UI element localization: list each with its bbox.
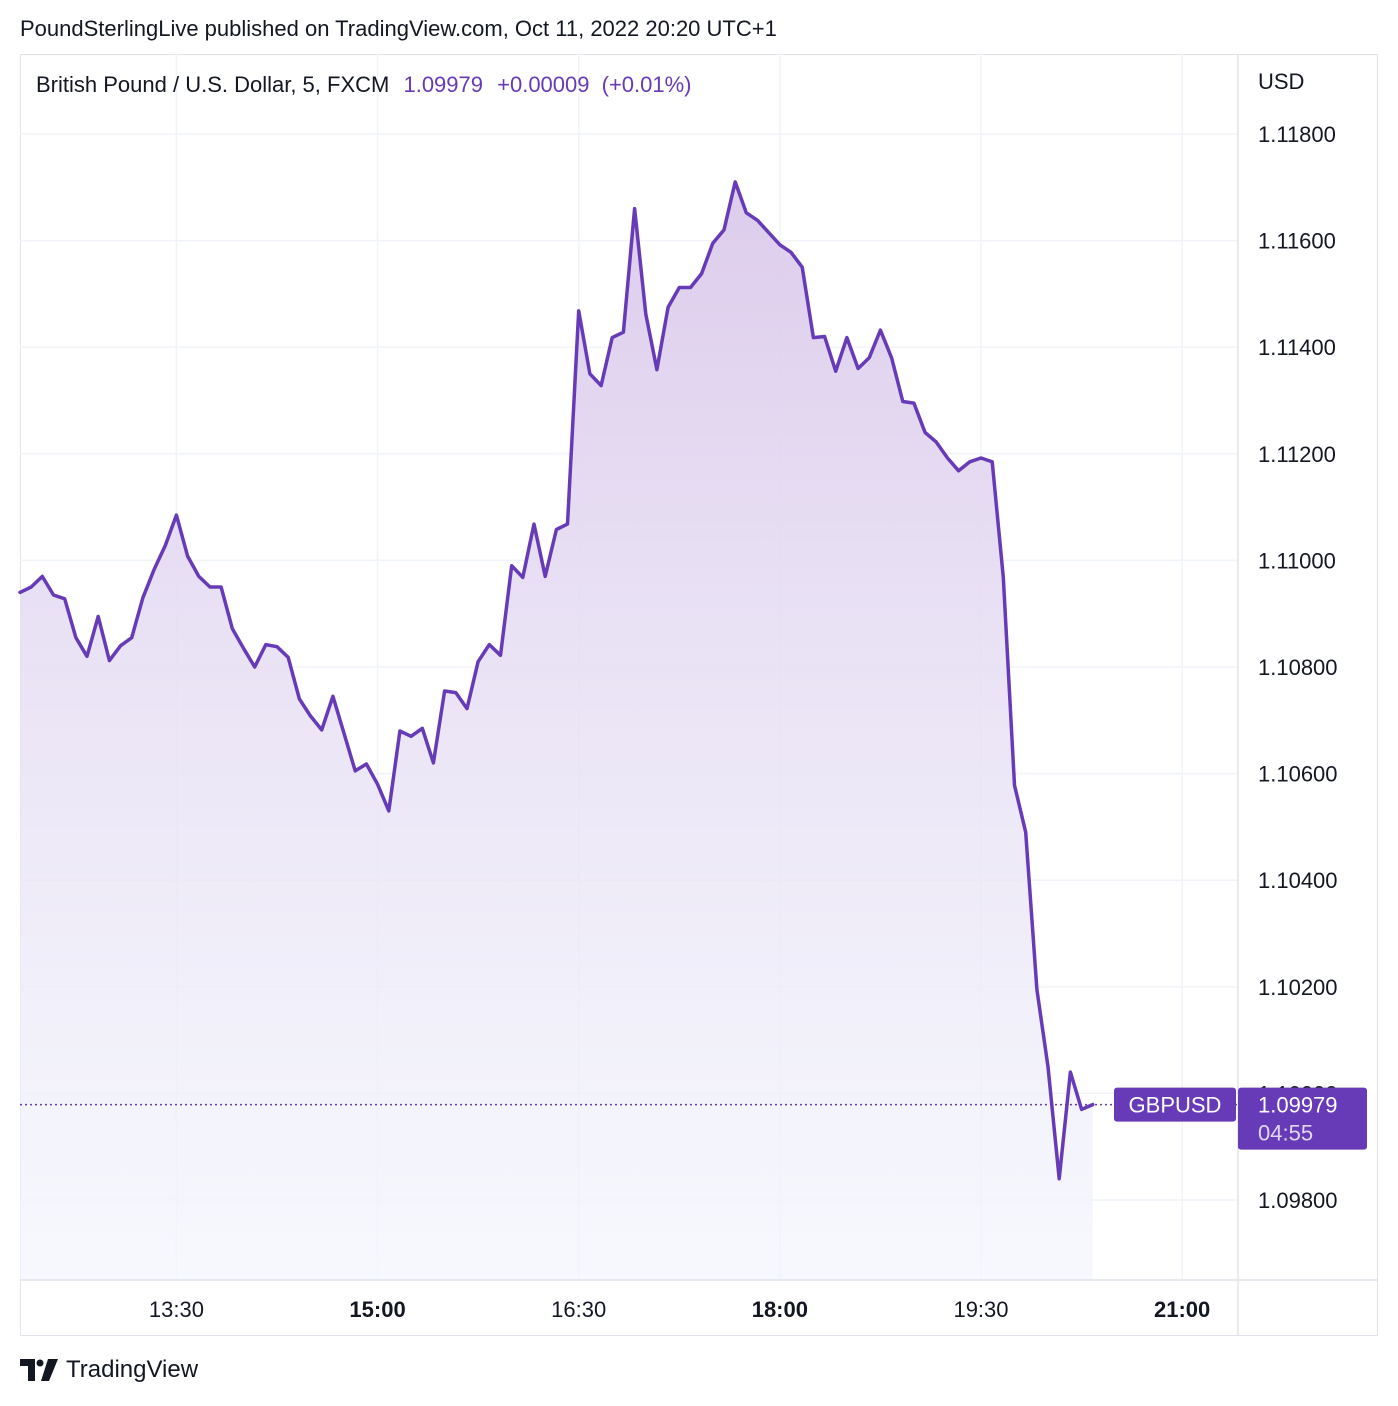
currency-label: USD [1258,69,1304,94]
y-tick-label: 1.10600 [1258,762,1338,787]
y-tick-label: 1.11800 [1258,122,1336,147]
legend-change: +0.00009 [497,72,590,97]
tradingview-logo-icon [20,1359,58,1381]
price-badge-value: 1.09979 [1258,1093,1338,1118]
x-tick-label: 13:30 [149,1297,204,1322]
y-tick-label: 1.11600 [1258,229,1336,254]
y-tick-label: 1.11400 [1258,335,1336,360]
legend-last-price: 1.09979 [403,72,483,97]
chart-legend: British Pound / U.S. Dollar, 5, FXCM 1.0… [36,72,692,98]
x-tick-label: 21:00 [1154,1297,1210,1322]
tradingview-brand: TradingView [66,1356,199,1383]
x-tick-label: 15:00 [349,1297,405,1322]
y-tick-label: 1.11000 [1258,548,1336,573]
axes: 1.11800 1.11600 1.11400 1.11200 1.11000 1.108… [20,54,1378,1336]
y-tick-label: 1.10200 [1258,975,1338,1000]
y-tick-label: 1.09800 [1258,1188,1338,1213]
last-price-badges: GBPUSD 1.09979 04:55 [20,1087,1367,1150]
area-series [18,180,1095,1280]
y-tick-label: 1.10800 [1258,655,1338,680]
tradingview-footer[interactable]: TradingView [20,1356,198,1384]
area-fill [20,181,1093,1280]
price-badge [1238,1087,1367,1150]
y-tick-label: 1.11200 [1258,442,1336,467]
publish-caption: PoundSterlingLive published on TradingVi… [20,16,777,41]
y-tick-label: 1.10400 [1258,868,1338,893]
legend-change-pct: (+0.01%) [601,72,692,97]
x-tick-label: 16:30 [551,1297,606,1322]
symbol-badge-label: GBPUSD [1129,1093,1222,1118]
legend-symbol[interactable]: British Pound / U.S. Dollar, 5, FXCM [36,72,390,97]
symbol-badge [1114,1087,1236,1122]
price-line [18,180,1095,1181]
x-tick-label: 18:00 [752,1297,808,1322]
x-tick-label: 19:30 [953,1297,1008,1322]
price-badge-countdown: 04:55 [1258,1121,1313,1146]
